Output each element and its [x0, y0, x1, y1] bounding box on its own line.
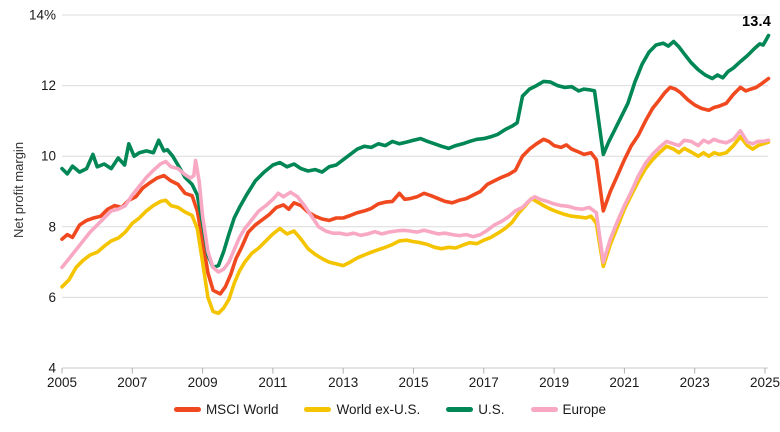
x-tick-label: 2011 [258, 375, 287, 390]
legend: MSCI World World ex-U.S. U.S. Europe [0, 398, 780, 420]
x-tick-label: 2005 [47, 375, 77, 390]
legend-item-world-ex-u-s-: World ex-U.S. [304, 402, 420, 417]
y-tick-label: 14% [29, 8, 56, 23]
x-tick-label: 2015 [398, 375, 428, 390]
legend-label: MSCI World [205, 401, 279, 417]
legend-item-u-s-: U.S. [446, 401, 505, 417]
legend-swatch-world-ex-u-s- [304, 406, 332, 412]
y-tick-label: 8 [48, 219, 56, 234]
legend-label: World ex-U.S. [336, 401, 421, 417]
series-line-europe [60, 129, 771, 274]
series-line-u-s- [60, 33, 771, 270]
y-tick-label: 12 [41, 78, 56, 93]
series-line-world-ex-u-s- [60, 135, 771, 316]
end-value-annotation: 13.4 [742, 14, 772, 30]
legend-swatch-msci-world [173, 406, 201, 412]
legend-item-europe: Europe [530, 401, 607, 417]
x-tick-label: 2025 [750, 375, 780, 390]
x-tick-label: 2023 [680, 375, 710, 390]
x-tick-label: 2013 [328, 375, 358, 390]
legend-label: U.S. [478, 401, 505, 417]
legend-label: Europe [562, 401, 607, 417]
legend-swatch-europe [530, 406, 558, 412]
legend-item-msci-world: MSCI World [173, 401, 279, 417]
y-tick-label: 10 [41, 149, 56, 164]
x-tick-label: 2017 [469, 375, 499, 390]
legend-swatch-u-s- [446, 406, 474, 412]
x-tick-label: 2009 [188, 375, 218, 390]
y-tick-label: 6 [48, 290, 56, 305]
x-tick-label: 2021 [609, 375, 639, 390]
y-tick-label: 4 [48, 361, 56, 376]
x-tick-label: 2007 [117, 375, 147, 390]
series-line-msci-world [60, 76, 771, 296]
x-tick-label: 2019 [539, 375, 569, 390]
